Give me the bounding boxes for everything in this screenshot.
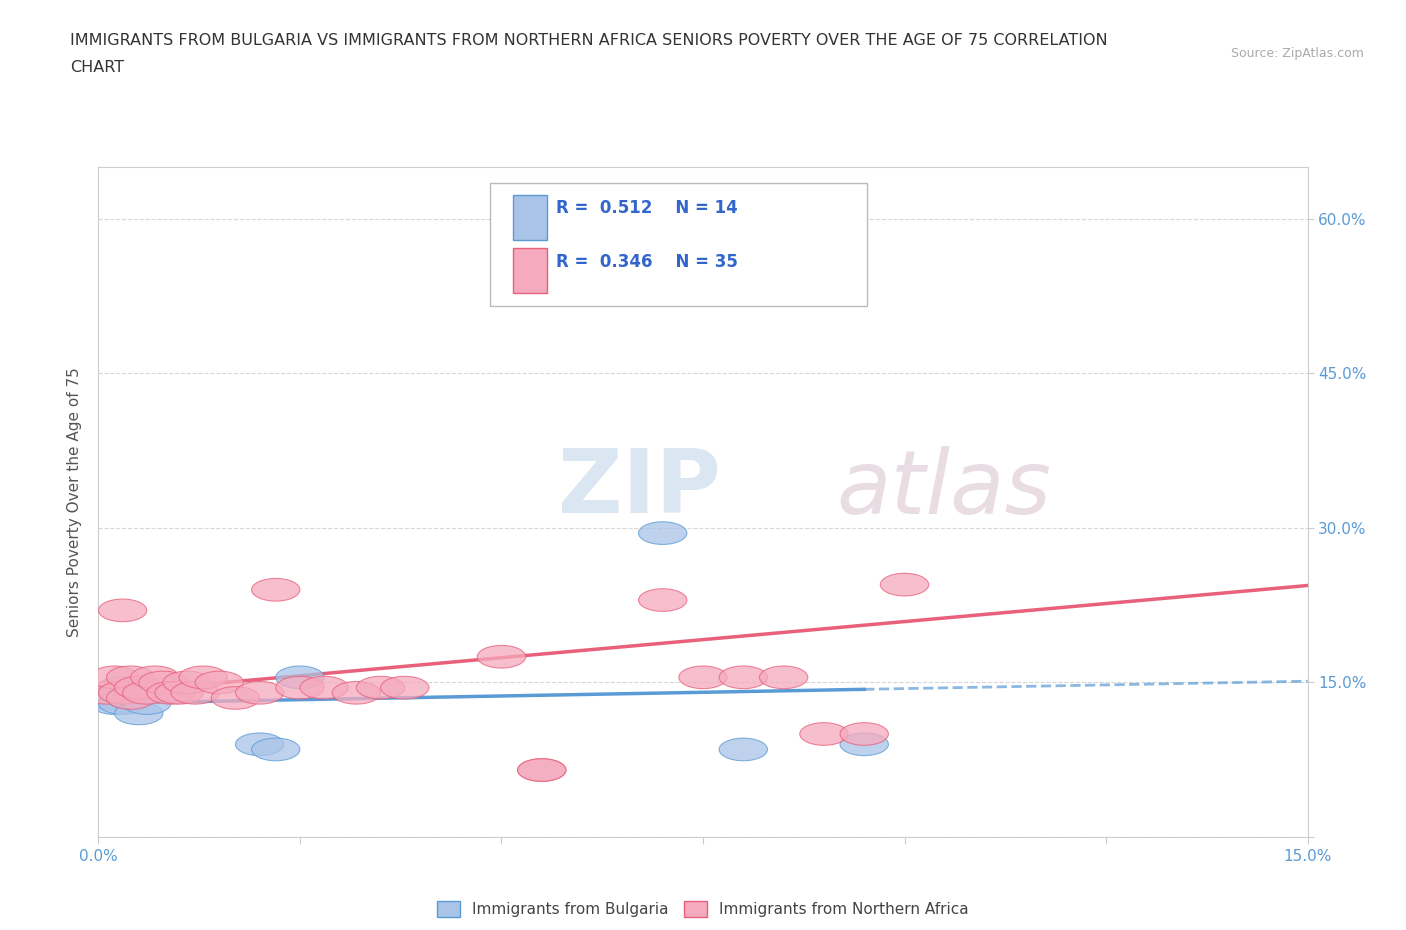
Ellipse shape xyxy=(638,522,688,544)
Ellipse shape xyxy=(155,682,204,704)
Ellipse shape xyxy=(839,733,889,755)
Ellipse shape xyxy=(83,682,131,704)
Ellipse shape xyxy=(83,686,131,710)
Ellipse shape xyxy=(718,738,768,761)
Ellipse shape xyxy=(98,682,146,704)
Ellipse shape xyxy=(114,702,163,724)
Ellipse shape xyxy=(517,759,567,781)
Ellipse shape xyxy=(90,692,139,714)
Text: Source: ZipAtlas.com: Source: ZipAtlas.com xyxy=(1230,46,1364,60)
Ellipse shape xyxy=(517,759,567,781)
Ellipse shape xyxy=(172,682,219,704)
Y-axis label: Seniors Poverty Over the Age of 75: Seniors Poverty Over the Age of 75 xyxy=(67,367,83,637)
Ellipse shape xyxy=(90,666,139,688)
Ellipse shape xyxy=(98,692,146,714)
Ellipse shape xyxy=(122,692,172,714)
Text: R =  0.512    N = 14: R = 0.512 N = 14 xyxy=(557,199,738,218)
Ellipse shape xyxy=(107,666,155,688)
Ellipse shape xyxy=(679,666,727,688)
Ellipse shape xyxy=(211,686,260,710)
Ellipse shape xyxy=(880,573,929,596)
Ellipse shape xyxy=(235,682,284,704)
Ellipse shape xyxy=(179,666,228,688)
Ellipse shape xyxy=(139,671,187,694)
Ellipse shape xyxy=(718,666,768,688)
Ellipse shape xyxy=(163,671,211,694)
Ellipse shape xyxy=(638,589,688,611)
Ellipse shape xyxy=(356,676,405,699)
Text: ZIP: ZIP xyxy=(558,445,721,532)
Ellipse shape xyxy=(759,666,808,688)
Ellipse shape xyxy=(107,686,155,710)
Legend: Immigrants from Bulgaria, Immigrants from Northern Africa: Immigrants from Bulgaria, Immigrants fro… xyxy=(432,895,974,923)
Ellipse shape xyxy=(252,578,299,601)
Ellipse shape xyxy=(800,723,848,745)
Ellipse shape xyxy=(131,666,179,688)
Ellipse shape xyxy=(839,723,889,745)
Ellipse shape xyxy=(98,599,146,621)
Text: R =  0.346    N = 35: R = 0.346 N = 35 xyxy=(557,253,738,271)
Ellipse shape xyxy=(146,682,195,704)
Ellipse shape xyxy=(114,676,163,699)
Ellipse shape xyxy=(477,645,526,668)
Ellipse shape xyxy=(381,676,429,699)
Text: CHART: CHART xyxy=(70,60,124,75)
Text: IMMIGRANTS FROM BULGARIA VS IMMIGRANTS FROM NORTHERN AFRICA SENIORS POVERTY OVER: IMMIGRANTS FROM BULGARIA VS IMMIGRANTS F… xyxy=(70,33,1108,47)
Ellipse shape xyxy=(122,682,172,704)
Ellipse shape xyxy=(276,666,325,688)
Ellipse shape xyxy=(98,676,146,699)
Ellipse shape xyxy=(276,676,325,699)
Ellipse shape xyxy=(114,682,163,704)
Ellipse shape xyxy=(195,671,243,694)
Ellipse shape xyxy=(332,682,381,704)
Ellipse shape xyxy=(299,676,349,699)
Text: atlas: atlas xyxy=(837,445,1050,532)
Ellipse shape xyxy=(107,686,155,710)
Ellipse shape xyxy=(252,738,299,761)
Ellipse shape xyxy=(800,207,848,231)
Ellipse shape xyxy=(235,733,284,755)
